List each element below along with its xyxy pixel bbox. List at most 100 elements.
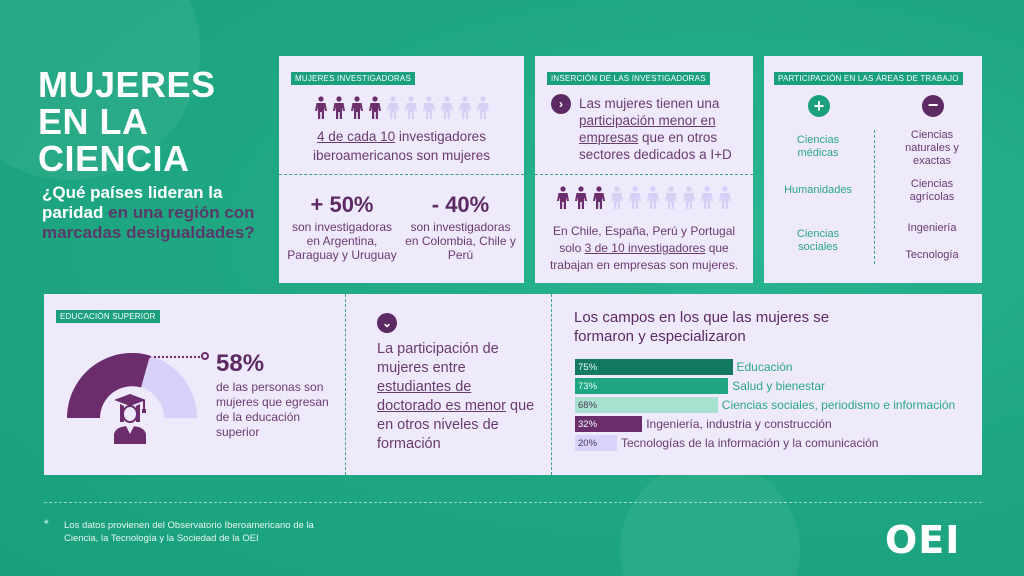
plus-item: Ciencias médicas [796,134,840,159]
divider [535,174,753,175]
stat-value: + 50% [310,192,374,217]
doctorate-pre: La participación de mujeres entre [377,341,499,376]
person-icon [368,96,381,119]
education-stat: 58% de las personas son mujeres que egre… [216,350,341,440]
bar-row: 75% Educación [575,359,995,375]
bar: 32% [575,416,643,432]
gauge-chart-icon [66,352,197,418]
bar-chart: 75% Educación 73% Salud y bienestar 68% Cienc… [575,359,995,454]
stat-value: 58% [216,350,265,377]
bar-label: Tecnologías de la información y la comun… [621,436,879,450]
person-icon [440,96,453,119]
headline-rest: investigadores iberoamericanos son mujer… [312,129,491,163]
bar-row: 20% Tecnologías de la información y la co… [575,435,995,451]
insertion-post: que en otros sectores dedicados a I+D [579,130,732,162]
person-icon [575,186,587,209]
subtitle-white: ¿Qué países lideran la paridad [42,183,223,222]
person-icon [719,186,731,209]
subtitle-accent: en una región con marcadas desigualdades… [42,203,255,242]
plus-item: Ciencias sociales [796,228,840,253]
person-icons-row [535,186,753,210]
gauge-pointer-line [149,356,204,358]
person-icon [647,186,659,209]
stat-left: + 50% son investigadoras en Argentina, P… [287,192,397,262]
bar-label: Educación [736,360,793,374]
asterisk-icon: * [44,517,49,531]
person-icon [332,96,345,119]
person-icon [629,186,641,209]
section-tag: PARTICIPACIÓN EN LAS ÁREAS DE TRABAJO [774,72,963,85]
minus-item: Ciencias agrícolas [909,178,955,203]
stat-right: - 40% son investigadoras en Colombia, Ch… [403,192,518,262]
bottom-pre: En Chile, España, Perú y Portugal solo [552,224,736,255]
researchers-headline: 4 de cada 10 investigadores iberoamerica… [289,127,514,165]
graduate-icon [114,394,146,444]
person-icon [422,96,435,119]
person-icon [683,186,695,209]
bottom-highlight: 3 de 10 investigadores [584,241,706,255]
doctorate-post: que en otros niveles de formación [377,398,535,452]
stat-value: - 40% [431,192,490,217]
page-title: MUJERES EN LA CIENCIA [38,66,216,177]
source-note: Los datos provienen del Observatorio Ibe… [64,520,314,544]
title-line: EN LA [38,101,149,142]
stat-text: de las personas son mujeres que egresan … [216,380,329,439]
insertion-highlight: participación menor en empresas [579,113,716,145]
card-insertion: INSERCIÓN DE LAS INVESTIGADORAS › Las mu… [535,56,753,283]
bar-label: Salud y bienestar [732,379,826,393]
person-icon [386,96,399,119]
chart-title: Los campos en los que las mujeres se for… [574,309,830,345]
bottom-post: que trabajan en empresas son mujeres. [549,241,739,272]
person-icon [593,186,605,209]
bar: 73% [575,378,729,394]
insertion-bottom-text: En Chile, España, Perú y Portugal solo 3… [541,223,747,274]
section-tag: MUJERES INVESTIGADORAS [291,72,415,85]
insertion-pre: Las mujeres tienen una [579,96,720,111]
chevron-right-icon: › [551,94,571,114]
person-icon [476,96,489,119]
bar: 68% [575,397,718,413]
title-line: CIENCIA [38,138,190,179]
stat-text: son investigadoras en Argentina, Paragua… [287,220,397,262]
headline-highlight: 4 de cada 10 [317,129,396,144]
chevron-down-icon: ⌄ [377,313,397,333]
person-icon [611,186,623,209]
person-icon [665,186,677,209]
background-decoration [620,460,800,576]
minus-icon: − [922,95,944,117]
oei-logo: OEI [885,518,961,562]
bar-row: 73% Salud y bienestar [575,378,995,394]
section-tag: INSERCIÓN DE LAS INVESTIGADORAS [547,72,710,85]
bar-label: Ingeniería, industria y construcción [646,417,832,431]
person-icon [458,96,471,119]
bar-row: 32% Ingeniería, industria y construcción [575,416,995,432]
divider [551,294,552,475]
card-researchers: MUJERES INVESTIGADORAS 4 de cada 10 inve… [279,56,524,283]
page-subtitle: ¿Qué países lideran la paridad en una re… [42,183,262,243]
gauge-pointer-dot [201,352,209,360]
divider [874,130,875,264]
person-icon [557,186,569,209]
section-tag: EDUCACIÓN SUPERIOR [56,310,160,323]
bar: 20% [575,435,617,451]
divider [279,174,524,175]
person-icon [701,186,713,209]
divider [345,294,346,475]
card-education: EDUCACIÓN SUPERIOR 58% de las personas s… [44,294,982,475]
minus-item: Ciencias naturales y exactas [905,129,959,167]
bar: 75% [575,359,733,375]
insertion-text: Las mujeres tienen una participación men… [579,95,744,163]
plus-item: Humanidades [784,184,852,196]
person-icon [404,96,417,119]
bar-label: Ciencias sociales, periodismo e informac… [721,398,956,412]
footer-divider [44,502,982,503]
person-icons-row [279,96,524,120]
minus-item: Ingeniería [907,222,957,234]
person-icon [314,96,327,119]
card-work-areas: PARTICIPACIÓN EN LAS ÁREAS DE TRABAJO + … [764,56,982,283]
minus-item: Tecnología [905,249,959,261]
title-line: MUJERES [38,64,216,105]
doctorate-highlight: estudiantes de doctorado es menor [377,379,506,414]
plus-icon: + [808,95,830,117]
doctorate-text: La participación de mujeres entre estudi… [377,340,537,454]
